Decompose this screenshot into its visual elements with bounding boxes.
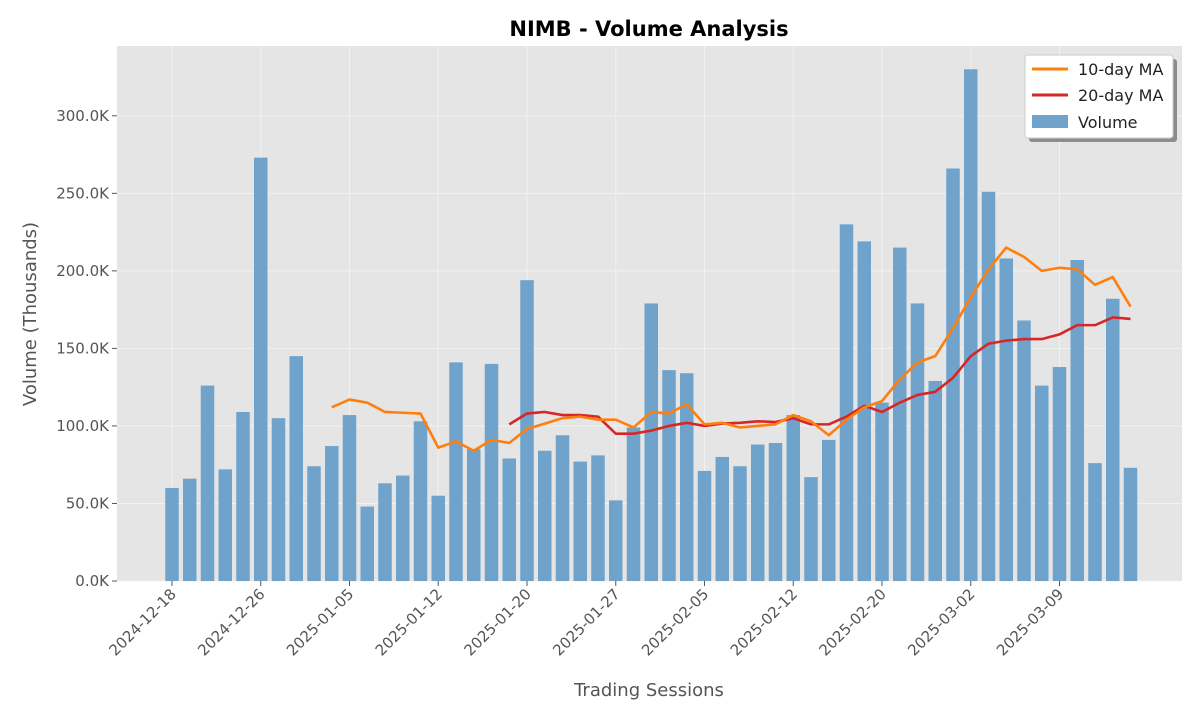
- volume-bar: [236, 411, 250, 581]
- moving-average-lines: [331, 246, 1132, 453]
- volume-bar: [431, 495, 445, 581]
- y-tick-label: 300.0K: [56, 107, 110, 125]
- volume-bar: [378, 483, 392, 581]
- volume-bar: [733, 466, 747, 581]
- volume-bar: [396, 475, 410, 581]
- volume-bar: [1017, 320, 1031, 581]
- volume-bar: [200, 385, 215, 581]
- volume-bar: [573, 461, 587, 581]
- legend: 10-day MA 20-day MA Volume: [1024, 54, 1177, 142]
- volume-bar: [1123, 467, 1138, 581]
- volume-bar: [981, 191, 996, 581]
- volume-bar: [1052, 367, 1067, 581]
- chart-title: NIMB - Volume Analysis: [509, 17, 788, 41]
- volume-bar: [964, 69, 978, 582]
- volume-bar: [768, 442, 783, 581]
- legend-volume-label: Volume: [1078, 113, 1138, 132]
- volume-bar: [218, 469, 232, 581]
- volume-bar: [644, 303, 658, 581]
- volume-bar: [467, 449, 481, 581]
- volume-bar: [484, 363, 499, 581]
- volume-bar: [538, 450, 552, 581]
- volume-bar: [325, 446, 339, 581]
- volume-bar: [342, 415, 357, 581]
- volume-bar: [449, 362, 463, 581]
- volume-bar: [1088, 463, 1102, 581]
- y-tick-label: 150.0K: [56, 339, 110, 357]
- volume-bar: [609, 500, 623, 581]
- volume-bar: [839, 224, 854, 582]
- volume-bar: [999, 258, 1013, 581]
- volume-bar: [254, 157, 268, 582]
- volume-bar: [1035, 385, 1049, 581]
- volume-bar: [751, 444, 765, 581]
- volume-bar: [165, 487, 179, 581]
- volume-bar: [857, 241, 871, 582]
- volume-bar: [680, 373, 694, 581]
- volume-bar: [946, 168, 960, 581]
- volume-bar: [502, 458, 516, 581]
- volume-bar: [360, 506, 374, 581]
- volume-bar: [875, 402, 889, 581]
- legend-ma20-label: 20-day MA: [1078, 86, 1163, 105]
- y-tick-label: 50.0K: [66, 494, 110, 512]
- volume-bar: [307, 466, 321, 581]
- volume-bar: [1106, 298, 1120, 581]
- volume-bar: [893, 247, 907, 581]
- volume-bar: [804, 477, 818, 581]
- volume-bar: [289, 356, 303, 581]
- y-tick-label: 200.0K: [56, 262, 110, 280]
- y-axis-ticks: 0.0K 50.0K 100.0K 150.0K 200.0K 250.0K 300.0K: [56, 107, 117, 590]
- volume-bar: [591, 455, 605, 581]
- volume-bar: [1070, 260, 1084, 581]
- volume-bar: [662, 370, 676, 581]
- y-tick-label: 100.0K: [56, 417, 110, 435]
- legend-volume-swatch: [1032, 115, 1068, 128]
- volume-bar: [271, 418, 286, 581]
- volume-bar: [697, 470, 712, 581]
- volume-bar: [715, 456, 729, 581]
- volume-bar: [413, 421, 428, 581]
- volume-bar: [626, 427, 641, 581]
- volume-bar: [786, 415, 800, 581]
- y-tick-label: 0.0K: [75, 572, 110, 590]
- ma20-line: [508, 316, 1131, 435]
- volume-bar: [928, 380, 942, 581]
- volume-bar: [822, 439, 836, 581]
- volume-bar: [910, 303, 925, 581]
- x-axis-label: Trading Sessions: [573, 680, 724, 701]
- legend-ma10-label: 10-day MA: [1078, 60, 1163, 79]
- y-tick-label: 250.0K: [56, 184, 110, 202]
- volume-bar: [555, 435, 570, 581]
- y-axis-label: Volume (Thousands): [20, 222, 41, 406]
- ma10-line: [331, 246, 1132, 453]
- volume-bar: [183, 478, 197, 581]
